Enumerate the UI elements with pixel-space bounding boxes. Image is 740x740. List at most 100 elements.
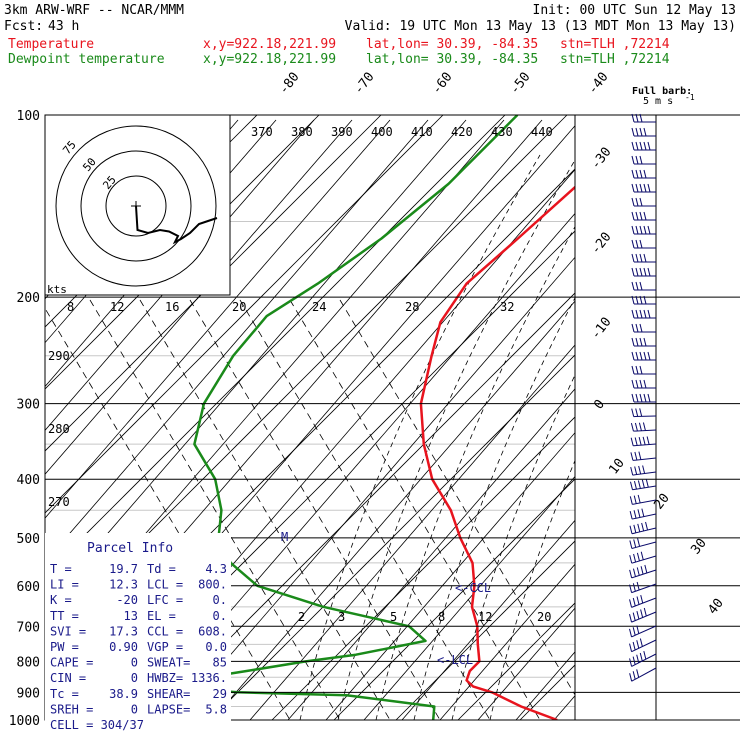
wind-barb-flag [629,584,633,593]
wind-barb-flag [639,638,643,647]
dry-adiabat [592,120,740,720]
pressure-label: 100 [17,109,40,124]
wind-barb-flag [630,423,634,432]
wind-barb-flag [643,267,647,277]
wind-barb-flag [631,337,635,347]
wind-barb-flag [631,211,635,221]
temperature-label: 10 [606,456,627,478]
wind-barb-flag [635,379,639,389]
temperature-label: -60 [429,70,455,98]
wind-barb-flag [634,437,638,446]
wind-barb-flag [641,479,645,488]
wind-barb-flag [639,169,643,179]
mixing-ratio-label: 12 [478,610,492,624]
parcel-info-key: SWEAT= [147,656,190,670]
wind-barb-flag [639,365,643,375]
mixing-ratio-label: 3 [338,610,345,624]
temperature-label: -20 [588,230,614,258]
wind-barb-flag [633,495,637,504]
wind-barb-flag [647,393,651,403]
pressure-label: 200 [17,291,40,306]
dry-adiabat [45,119,353,475]
wind-barb-flag [631,127,635,137]
wind-barb-flag [631,351,635,361]
theta-label: 400 [371,125,393,139]
wind-barb-flag [634,466,638,475]
mixing-ratio-label: 28 [405,300,419,314]
dry-adiabat [401,519,575,720]
moist-adiabat [413,297,575,720]
wind-barb-flag [640,566,644,575]
temperature-label: -50 [507,70,533,98]
moist-adiabat [451,374,575,720]
wind-barb-flag [635,267,639,277]
wind-barb-flag [643,211,647,221]
mixing-ratio-label: 5 [390,610,397,624]
wind-barb-flag [629,658,633,667]
wind-barb-flag [633,553,637,563]
wind-barb-flag [639,393,643,403]
mixing-ratio-label: 8 [438,610,445,624]
dry-adiabat [439,563,575,720]
wind-barb-flag [640,551,644,560]
wind-barb-flag [647,183,651,193]
isotherm [45,115,444,514]
wind-barb-flag [639,379,643,389]
dewpoint-legend-stn: stn=TLH ,72214 [560,52,670,67]
wind-barb-flag [635,295,639,305]
wind-barb-flag [643,141,647,151]
wind-barb-flag [638,451,642,460]
wind-barb-flag [643,607,647,617]
wind-barb [631,653,657,667]
wind-barb-flag [631,169,635,179]
wind-barb-flag [645,479,649,488]
parcel-info-value: 13 [124,609,138,623]
wind-barb-flag [643,169,647,179]
mixing-ratio-line [189,299,441,720]
wind-barb-flag [632,656,636,665]
parcel-info-value: 5.8 [205,702,227,716]
isotherm [45,115,382,452]
wind-barb [631,667,657,682]
wind-barb [632,513,657,520]
wind-barb-flag [631,239,635,249]
wind-barb-flag [629,614,633,623]
parcel-info-box [45,533,231,728]
wind-barb-flag [639,337,643,347]
mixing-ratio-label: 20 [232,300,246,314]
mixing-ratio-label: 2 [298,610,305,624]
pressure-label: 300 [17,398,40,413]
dry-adiabat [706,120,740,720]
parcel-info-value: 17.3 [109,624,138,638]
wind-barb-flag [644,564,648,574]
wind-barb-flag [640,609,644,618]
temperature-label: 0 [591,397,608,412]
temperature-label: -30 [588,145,614,173]
side-theta-label: 270 [48,495,70,509]
wind-barb-flag [639,239,643,249]
wind-barb [631,597,657,608]
wind-barb-flag [645,521,649,531]
wind-barb-flag [637,480,641,489]
parcel-info-key: PW = [50,640,79,654]
parcel-info-key: SREH = [50,702,93,716]
parcel-info-key: Tc = [50,687,79,701]
wind-barb-flag [643,651,647,660]
parcel-info-value: 85 [213,656,227,670]
wind-barb-flag [635,127,639,137]
wind-barb-flag [639,183,643,193]
parcel-info-key: SHEAR= [147,687,190,701]
moist-adiabat [337,159,575,720]
wind-barb-flag [636,669,640,678]
wind-barb-flag [635,393,639,403]
wind-barb-flag [639,225,643,235]
wind-barb-flag [631,141,635,151]
wind-barb-flag [631,295,635,305]
parcel-info-key: LCL = [147,578,183,592]
pressure-label: 1000 [9,714,40,729]
wind-barb-flag [631,253,635,263]
isotherm [147,292,575,720]
wind-barb-flag [643,225,647,235]
wind-barb-flag [634,451,638,461]
mixing-ratio-line [339,299,575,696]
